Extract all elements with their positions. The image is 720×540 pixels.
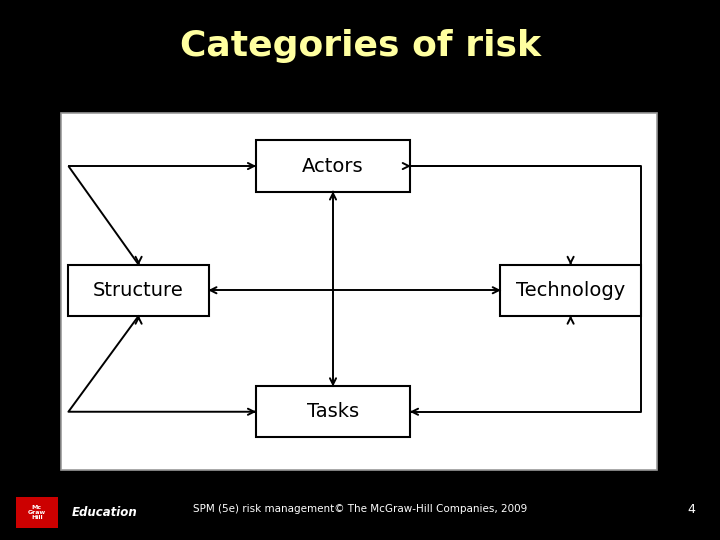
Bar <box>68 265 209 316</box>
Bar <box>500 265 641 316</box>
Bar <box>61 113 657 470</box>
Bar <box>256 140 410 192</box>
Text: Categories of risk: Categories of risk <box>179 29 541 63</box>
Bar <box>16 497 58 528</box>
Text: Education: Education <box>72 506 138 519</box>
Text: Mc
Graw
Hill: Mc Graw Hill <box>27 504 46 521</box>
Bar <box>256 386 410 437</box>
Text: Technology: Technology <box>516 281 625 300</box>
Text: 4: 4 <box>687 503 695 516</box>
Text: SPM (5e) risk management© The McGraw-Hill Companies, 2009: SPM (5e) risk management© The McGraw-Hil… <box>193 504 527 514</box>
Text: Actors: Actors <box>302 157 364 176</box>
Text: Structure: Structure <box>93 281 184 300</box>
Text: Tasks: Tasks <box>307 402 359 421</box>
